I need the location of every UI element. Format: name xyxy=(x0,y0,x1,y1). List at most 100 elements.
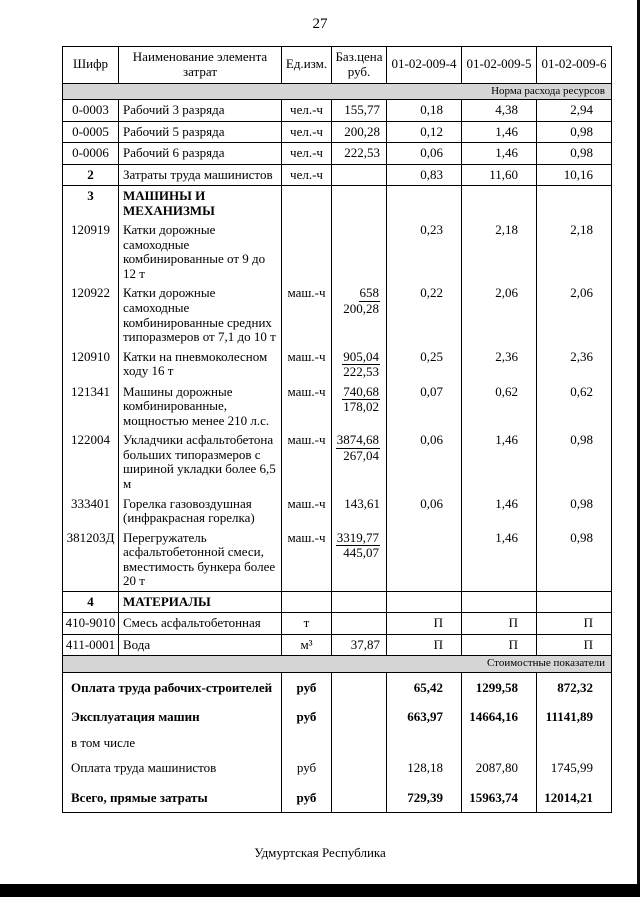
band-label: Норма расхода ресурсов xyxy=(62,82,612,100)
cell-code: 2 xyxy=(62,164,119,187)
cell-unit: руб xyxy=(281,702,332,732)
cell-unit: маш.-ч xyxy=(281,430,332,494)
header-cell-code: Шифр xyxy=(62,46,119,84)
cell-name: Горелка газовоздушная (инфракрасная горе… xyxy=(118,493,282,528)
cell-value: 0,98 xyxy=(536,142,612,165)
cell-code: 120910 xyxy=(62,346,119,382)
cell-value: 65,42 xyxy=(386,672,462,703)
cell-value: 1,46 xyxy=(461,142,537,165)
cell-base-price: 3319,77 445,07 xyxy=(331,527,387,592)
base-price-denominator: 178,02 xyxy=(343,399,379,415)
resource-row: 0-0006 Рабочий 6 разряда чел.-ч 222,53 0,06 1… xyxy=(62,142,612,165)
cell-name: Рабочий 5 разряда xyxy=(118,121,282,144)
cell-value xyxy=(461,591,537,614)
resource-row: 333401 Горелка газовоздушная (инфракрасна… xyxy=(62,493,612,528)
cell-name: Перегружатель асфальтобетонной смеси, вм… xyxy=(118,527,282,592)
cell-value: 0,22 xyxy=(386,283,462,347)
cell-value: 0,62 xyxy=(536,381,612,431)
band-label: Стоимостные показатели xyxy=(62,655,612,673)
resource-row: 4 МАТЕРИАЛЫ xyxy=(62,591,612,614)
cell-value: 0,62 xyxy=(461,381,537,431)
cell-unit: чел.-ч xyxy=(281,99,332,122)
cell-value: 1299,58 xyxy=(461,672,537,703)
cell-name: Укладчики асфальтобетона больших типораз… xyxy=(118,430,282,494)
cell-name: Машины дорожные комбинированные, мощност… xyxy=(118,381,282,431)
cell-base-price: 37,87 xyxy=(331,634,387,657)
cell-value: П xyxy=(536,612,612,635)
cell-code: 0-0003 xyxy=(62,99,119,122)
cell-unit: маш.-ч xyxy=(281,527,332,592)
cell-base-price: 3874,68 267,04 xyxy=(331,430,387,494)
base-price-fraction: 658 200,28 xyxy=(333,286,380,316)
resource-row: 0-0005 Рабочий 5 разряда чел.-ч 200,28 0,12 1… xyxy=(62,121,612,144)
cell-name: Смесь асфальтобетонная xyxy=(118,612,282,635)
resource-row: 411-0001 Вода м³ 37,87 П П П xyxy=(62,634,612,657)
base-price-numerator: 658 xyxy=(358,285,380,302)
cell-value: 15963,74 xyxy=(461,782,537,813)
cell-unit: руб xyxy=(281,782,332,813)
cell-value: 2,36 xyxy=(461,346,537,382)
resource-row: 120922 Катки дорожные самоходные комбинир… xyxy=(62,283,612,347)
cell-value: 2,36 xyxy=(536,346,612,382)
resource-row: 410-9010 Смесь асфальтобетонная т П П П xyxy=(62,612,612,635)
cell-value: 14664,16 xyxy=(461,702,537,732)
cell-code: 410-9010 xyxy=(62,612,119,635)
cell-unit: маш.-ч xyxy=(281,493,332,528)
cell-base-price xyxy=(331,753,387,783)
cell-value: П xyxy=(536,634,612,657)
cell-base-price: 658 200,28 xyxy=(331,283,387,347)
cell-base-price: 200,28 xyxy=(331,121,387,144)
cell-code: 120919 xyxy=(62,220,119,284)
cell-unit xyxy=(281,731,332,754)
cell-value: 0,98 xyxy=(536,121,612,144)
cost-row: Оплата труда машинистов руб 128,18 2087,80 1… xyxy=(62,753,612,783)
cell-unit xyxy=(281,591,332,614)
scan-artifact-bottom-band xyxy=(0,884,640,897)
cell-cost-name: Всего, прямые затраты xyxy=(62,782,282,813)
cell-value xyxy=(386,731,462,754)
cell-base-price: 155,77 xyxy=(331,99,387,122)
cell-base-price xyxy=(331,702,387,732)
cell-name: Катки дорожные самоходные комбинированны… xyxy=(118,283,282,347)
base-price-denominator: 267,04 xyxy=(343,447,379,463)
header-cell-estimate-1: 01-02-009-4 xyxy=(386,46,462,84)
cell-unit: руб xyxy=(281,753,332,783)
cell-value: 0,25 xyxy=(386,346,462,382)
cell-value: 2,18 xyxy=(461,220,537,284)
cell-cost-name: Оплата труда машинистов xyxy=(62,753,282,783)
cell-value: 12014,21 xyxy=(536,782,612,813)
resource-row: 121341 Машины дорожные комбинированные, м… xyxy=(62,381,612,431)
cell-base-price: 222,53 xyxy=(331,142,387,165)
cell-value: 0,06 xyxy=(386,142,462,165)
cell-value: 0,98 xyxy=(536,430,612,494)
cell-base-price xyxy=(331,220,387,284)
cell-value: 663,97 xyxy=(386,702,462,732)
cell-unit: т xyxy=(281,612,332,635)
header-cell-name: Наименование элемента затрат xyxy=(118,46,282,84)
resource-row: 122004 Укладчики асфальтобетона больших т… xyxy=(62,430,612,494)
cell-value xyxy=(386,527,462,592)
cell-value: 10,16 xyxy=(536,164,612,187)
cell-value: 2,06 xyxy=(536,283,612,347)
cell-value: 0,23 xyxy=(386,220,462,284)
cell-unit: чел.-ч xyxy=(281,164,332,187)
cell-value: 2,94 xyxy=(536,99,612,122)
cell-value: 0,06 xyxy=(386,493,462,528)
cell-code: 333401 xyxy=(62,493,119,528)
cell-base-price xyxy=(331,591,387,614)
cell-value: 1,46 xyxy=(461,527,537,592)
cell-base-price xyxy=(331,185,387,221)
cell-unit: маш.-ч xyxy=(281,283,332,347)
scan-artifact-right-edge xyxy=(637,0,640,890)
cell-code: 122004 xyxy=(62,430,119,494)
cell-value: П xyxy=(386,634,462,657)
base-price-numerator: 3319,77 xyxy=(335,529,380,547)
table-body: Норма расхода ресурсов 0-0003 Рабочий 3 ра… xyxy=(62,82,612,813)
cell-unit: м³ xyxy=(281,634,332,657)
cell-value: 0,12 xyxy=(386,121,462,144)
cell-value: 0,98 xyxy=(536,527,612,592)
cell-base-price xyxy=(331,612,387,635)
cost-row: Всего, прямые затраты руб 729,39 15963,74 12… xyxy=(62,782,612,813)
base-price-denominator: 200,28 xyxy=(343,300,379,316)
